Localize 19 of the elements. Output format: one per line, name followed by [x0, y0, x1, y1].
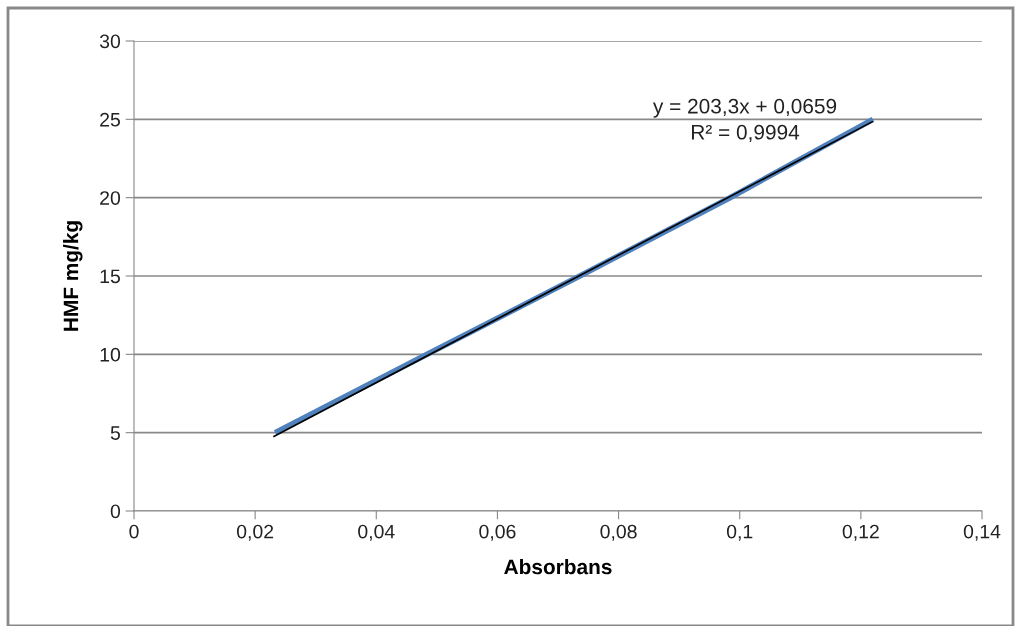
y-tick-label: 10: [100, 347, 121, 362]
annotation: R² = 0,9994: [691, 124, 800, 143]
x-tick-label: 0,06: [479, 524, 516, 541]
x-tick-label: 0,14: [963, 524, 1001, 541]
y-tick-label: 30: [99, 34, 121, 49]
annotation: y = 203,3x + 0,0659: [652, 98, 837, 118]
x-tick-label: 0,12: [842, 524, 879, 541]
x-tick-label: 0,08: [600, 524, 637, 541]
x-axis-title: Absorbans: [504, 558, 612, 575]
y-tick-label: 0: [110, 504, 121, 519]
y-tick-label: 15: [100, 269, 120, 284]
y-tick-label: 25: [100, 112, 120, 127]
y-axis-title: HMF mg/kg: [63, 221, 83, 331]
y-tick-label: 20: [100, 191, 121, 205]
y-tick-label: 5: [110, 426, 120, 440]
x-tick-label: 0,04: [358, 524, 395, 541]
x-tick-label: 0: [129, 524, 139, 539]
x-tick-label: 0,02: [236, 524, 274, 541]
x-tick-label: 0,1: [726, 524, 753, 541]
